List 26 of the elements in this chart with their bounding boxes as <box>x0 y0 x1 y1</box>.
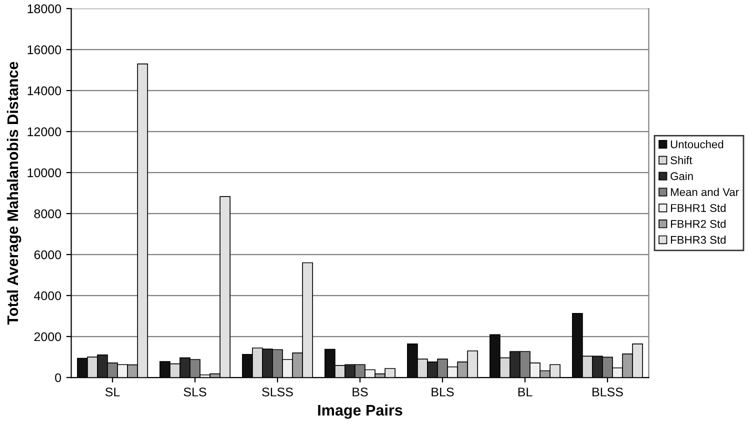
x-tick-label: BL <box>518 388 532 396</box>
x-tick-label: BLSS <box>592 388 623 396</box>
x-tick-label: BLS <box>432 388 454 396</box>
x-axis-title: Image Pairs <box>318 404 402 419</box>
y-tick-label: 6000 <box>34 250 62 260</box>
legend-label: FBHR2 Std <box>670 220 726 228</box>
x-tick-label: SLS <box>184 388 206 396</box>
y-tick-label: 16000 <box>28 45 62 54</box>
y-tick-label: 14000 <box>28 86 62 96</box>
legend-label: Shift <box>670 156 692 164</box>
legend-label: FBHR3 Std <box>670 236 726 244</box>
y-tick-label: 2000 <box>34 332 62 342</box>
y-tick-label: 4000 <box>34 291 62 300</box>
legend-label: Mean and Var <box>670 188 739 196</box>
y-tick-label: 10000 <box>28 168 62 178</box>
y-tick-label: 12000 <box>28 127 62 136</box>
x-tick-label: SL <box>105 388 120 396</box>
legend-label: Gain <box>670 172 693 180</box>
x-tick-label: SLSS <box>262 388 293 396</box>
y-tick-label: 8000 <box>34 209 62 218</box>
legend-label: FBHR1 Std <box>670 204 726 212</box>
x-tick-label: BS <box>352 388 368 396</box>
legend-label: Untouched <box>670 140 724 148</box>
y-axis-title: Total Average Mahalanobis Distance <box>6 62 22 325</box>
y-tick-label: 0 <box>55 373 62 382</box>
y-tick-label: 18000 <box>28 4 62 14</box>
